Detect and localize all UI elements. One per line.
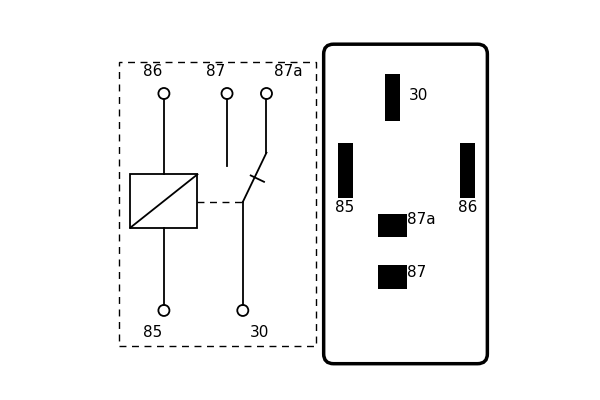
- Text: 86: 86: [143, 64, 162, 79]
- Text: 85: 85: [335, 200, 354, 215]
- Bar: [130, 174, 197, 228]
- Bar: [378, 214, 407, 238]
- Text: 87a: 87a: [274, 64, 302, 79]
- FancyBboxPatch shape: [323, 44, 487, 364]
- Text: 30: 30: [250, 325, 269, 340]
- Bar: [378, 265, 407, 289]
- Bar: [460, 143, 475, 198]
- Text: 87: 87: [407, 265, 426, 280]
- Text: 87: 87: [206, 64, 225, 79]
- Text: 30: 30: [409, 88, 428, 102]
- Text: 85: 85: [143, 325, 162, 340]
- Bar: [385, 74, 400, 121]
- Bar: [338, 143, 353, 198]
- Text: 87a: 87a: [407, 212, 435, 227]
- Bar: [119, 62, 316, 346]
- Text: 86: 86: [458, 200, 477, 215]
